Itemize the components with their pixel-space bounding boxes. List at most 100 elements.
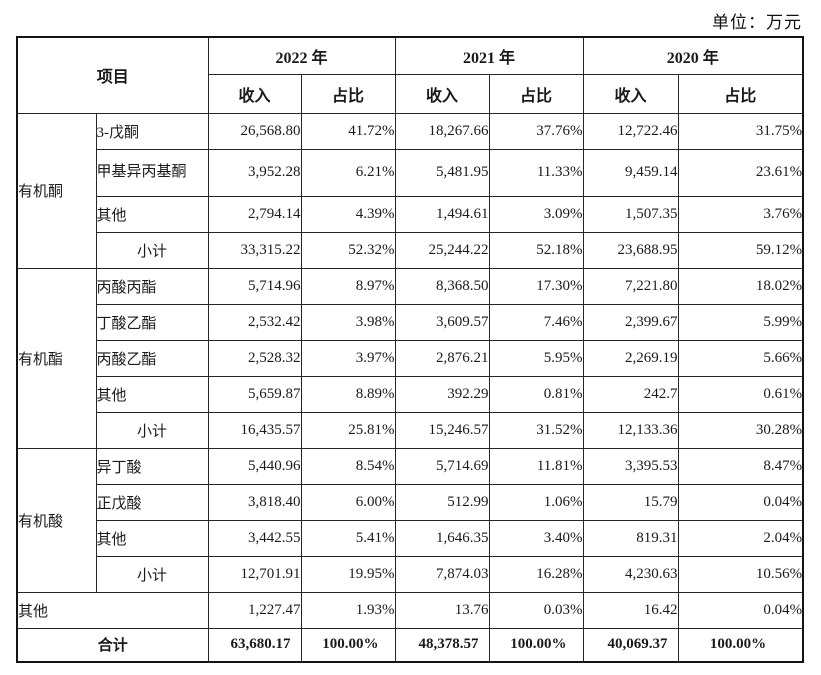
revenue-2021-cell: 3,609.57 (394, 303, 490, 341)
header-year-2021: 2021 年 (394, 36, 584, 75)
revenue-2022-cell: 2,532.42 (207, 303, 302, 341)
row-label-cell: 异丁酸 (95, 447, 209, 485)
revenue-2020-cell: 4,230.63 (582, 555, 679, 593)
total-label-cell: 合计 (16, 627, 209, 663)
revenue-2021-cell: 1,494.61 (394, 195, 490, 233)
table-row: 其他 2,794.14 4.39% 1,494.61 3.09% 1,507.3… (17, 195, 804, 233)
table-row: 正戊酸 3,818.40 6.00% 512.99 1.06% 15.79 0.… (17, 483, 804, 521)
row-label-cell: 甲基异丙基酮 (95, 148, 209, 197)
revenue-2022-cell: 3,818.40 (207, 483, 302, 521)
revenue-2022-cell: 63,680.17 (207, 627, 302, 663)
row-label-cell: 丙酸乙酯 (95, 339, 209, 377)
revenue-2022-cell: 2,528.32 (207, 339, 302, 377)
revenue-2020-cell: 15.79 (582, 483, 679, 521)
share-2020-cell: 18.02% (677, 267, 804, 305)
subtotal-label-cell: 小计 (95, 555, 209, 593)
table-row: 其他 5,659.87 8.89% 392.29 0.81% 242.7 0.6… (17, 375, 804, 413)
subtotal-row: 小计 12,701.91 19.95% 7,874.03 16.28% 4,23… (17, 555, 804, 593)
share-2020-cell: 0.04% (677, 483, 804, 521)
subtotal-row: 小计 33,315.22 52.32% 25,244.22 52.18% 23,… (17, 231, 804, 269)
share-2021-cell: 16.28% (488, 555, 584, 593)
table-row: 丁酸乙酯 2,532.42 3.98% 3,609.57 7.46% 2,399… (17, 303, 804, 341)
row-label-cell: 正戊酸 (95, 483, 209, 521)
table-row: 有机酸 异丁酸 5,440.96 8.54% 5,714.69 11.81% 3… (16, 447, 804, 593)
total-row: 合计 63,680.17 100.00% 48,378.57 100.00% 4… (16, 627, 804, 663)
revenue-2020-cell: 1,507.35 (582, 195, 679, 233)
share-2020-cell: 59.12% (677, 231, 804, 269)
revenue-2022-cell: 33,315.22 (207, 231, 302, 269)
share-2020-cell: 31.75% (677, 112, 804, 150)
revenue-2022-cell: 3,442.55 (207, 519, 302, 557)
revenue-2021-cell: 2,876.21 (394, 339, 490, 377)
header-row-measures: 收入 占比 收入 占比 收入 占比 (17, 73, 804, 114)
subtotal-row: 小计 16,435.57 25.81% 15,246.57 31.52% 12,… (17, 411, 804, 449)
revenue-2021-cell: 18,267.66 (394, 112, 490, 150)
share-2022-cell: 19.95% (300, 555, 396, 593)
revenue-2022-cell: 5,440.96 (207, 447, 302, 485)
share-2022-cell: 100.00% (300, 627, 396, 663)
revenue-2021-cell: 13.76 (394, 591, 490, 629)
share-2020-cell: 0.04% (677, 591, 804, 629)
share-2022-cell: 41.72% (300, 112, 396, 150)
other-label-cell: 其他 (16, 591, 209, 629)
table-row: 甲基异丙基酮 3,952.28 6.21% 5,481.95 11.33% 9,… (17, 148, 804, 197)
revenue-2021-cell: 1,646.35 (394, 519, 490, 557)
share-2022-cell: 1.93% (300, 591, 396, 629)
share-2020-cell: 3.76% (677, 195, 804, 233)
share-2020-cell: 8.47% (677, 447, 804, 485)
header-share-2020: 占比 (677, 73, 804, 114)
revenue-2022-cell: 12,701.91 (207, 555, 302, 593)
share-2020-cell: 0.61% (677, 375, 804, 413)
revenue-2021-cell: 7,874.03 (394, 555, 490, 593)
revenue-2022-cell: 5,714.96 (207, 267, 302, 305)
revenue-2021-cell: 512.99 (394, 483, 490, 521)
group-label-acids: 有机酸 (16, 447, 97, 593)
share-2021-cell: 100.00% (488, 627, 584, 663)
share-2020-cell: 5.99% (677, 303, 804, 341)
share-2020-cell: 23.61% (677, 148, 804, 197)
revenue-2022-cell: 2,794.14 (207, 195, 302, 233)
share-2022-cell: 6.00% (300, 483, 396, 521)
share-2022-cell: 8.54% (300, 447, 396, 485)
share-2021-cell: 3.09% (488, 195, 584, 233)
share-2021-cell: 37.76% (488, 112, 584, 150)
share-2020-cell: 100.00% (677, 627, 804, 663)
share-2021-cell: 0.03% (488, 591, 584, 629)
header-year-2020: 2020 年 (582, 36, 804, 75)
group-label-ketones: 有机酮 (16, 112, 97, 269)
share-2020-cell: 30.28% (677, 411, 804, 449)
header-share-2022: 占比 (300, 73, 396, 114)
unit-label: 单位：万元 (712, 13, 802, 32)
row-label-cell: 其他 (95, 195, 209, 233)
revenue-2021-cell: 5,714.69 (394, 447, 490, 485)
revenue-2020-cell: 2,399.67 (582, 303, 679, 341)
revenue-2021-cell: 392.29 (394, 375, 490, 413)
share-2021-cell: 3.40% (488, 519, 584, 557)
group-label-esters: 有机酯 (16, 267, 97, 449)
header-revenue-2020: 收入 (582, 73, 679, 114)
share-2022-cell: 3.98% (300, 303, 396, 341)
header-share-2021: 占比 (488, 73, 584, 114)
share-2021-cell: 11.81% (488, 447, 584, 485)
revenue-2021-cell: 5,481.95 (394, 148, 490, 197)
revenue-2020-cell: 7,221.80 (582, 267, 679, 305)
table-row: 有机酮 3-戊酮 26,568.80 41.72% 18,267.66 37.7… (16, 112, 804, 269)
share-2022-cell: 4.39% (300, 195, 396, 233)
share-2022-cell: 6.21% (300, 148, 396, 197)
share-2021-cell: 7.46% (488, 303, 584, 341)
row-label-text: 甲基异丙基酮 (96, 164, 187, 180)
revenue-2020-cell: 9,459.14 (582, 148, 679, 197)
other-row: 其他 1,227.47 1.93% 13.76 0.03% 16.42 0.04… (16, 591, 804, 629)
header-row-years: 项目 2022 年 2021 年 2020 年 (16, 36, 804, 114)
revenue-2020-cell: 40,069.37 (582, 627, 679, 663)
revenue-2021-cell: 25,244.22 (394, 231, 490, 269)
subtotal-label-cell: 小计 (95, 411, 209, 449)
revenue-2020-cell: 2,269.19 (582, 339, 679, 377)
subtotal-label-cell: 小计 (95, 231, 209, 269)
row-label-cell: 3-戊酮 (95, 112, 209, 150)
share-2021-cell: 17.30% (488, 267, 584, 305)
revenue-2021-cell: 8,368.50 (394, 267, 490, 305)
revenue-2020-cell: 12,133.36 (582, 411, 679, 449)
share-2022-cell: 52.32% (300, 231, 396, 269)
